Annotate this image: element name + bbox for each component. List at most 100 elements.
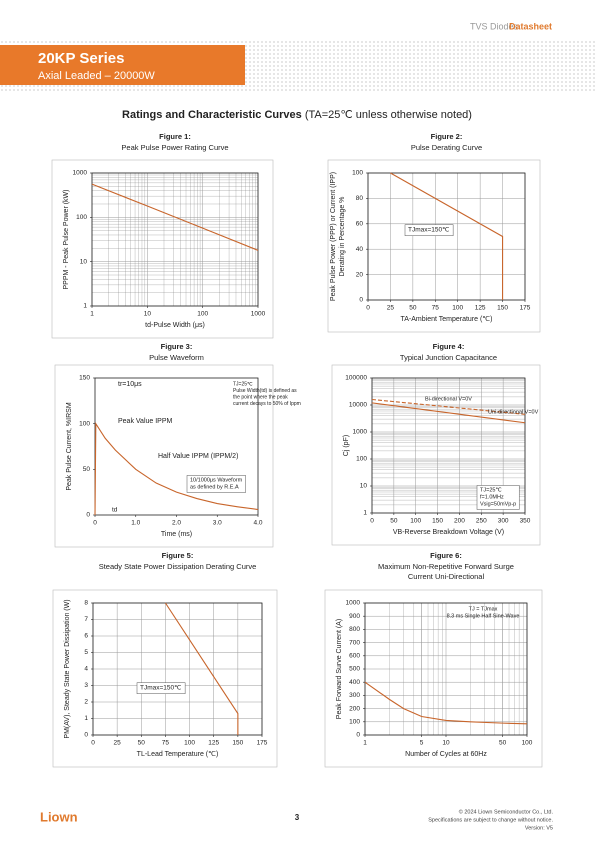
copyright: © 2024 Liown Semiconductor Co., Ltd. <box>459 808 554 815</box>
y-tick-label: 80 <box>356 195 364 202</box>
x-tick-label: 0 <box>93 520 97 527</box>
data-line <box>91 183 259 251</box>
x-tick-label: 0 <box>370 518 374 525</box>
chart-frame <box>331 364 541 546</box>
y-tick-label: 900 <box>349 613 360 620</box>
data-line <box>371 398 526 415</box>
section-title: Ratings and Characteristic Curves <box>122 109 302 121</box>
series-label: Bi-directional V=0V <box>425 396 472 402</box>
chart-frame <box>52 589 278 768</box>
chart-frame <box>324 589 543 768</box>
x-axis-label: td-Pulse Width (μs) <box>145 322 205 329</box>
figure-title: Figure 4: <box>433 342 465 351</box>
y-tick-label: 0 <box>84 732 88 739</box>
annotation-box <box>404 224 454 236</box>
y-tick-label: 100 <box>79 420 90 427</box>
y-tick-label: 0 <box>356 732 360 739</box>
y-tick-label: 600 <box>349 653 360 660</box>
plot-frame <box>364 602 528 736</box>
x-axis-label: Time (ms) <box>161 531 192 538</box>
y-tick-label: 3 <box>84 682 88 689</box>
plot-frame <box>371 377 526 514</box>
data-line <box>371 402 526 424</box>
x-tick-label: 25 <box>114 740 122 747</box>
x-tick-label: 50 <box>390 518 398 525</box>
x-tick-label: 175 <box>520 305 531 312</box>
y-tick-label: 40 <box>356 246 364 253</box>
y-tick-label: 10 <box>80 258 88 265</box>
figure-subtitle: Steady State Power Dissipation Derating … <box>99 562 257 571</box>
figure-subtitle: Current Uni-Directional <box>408 572 485 581</box>
plot-frame <box>92 602 263 736</box>
y-tick-label: 1000 <box>346 600 361 607</box>
annotation-text: Pulse Width(td) is defined as <box>233 388 297 394</box>
x-tick-label: 150 <box>432 518 443 525</box>
x-tick-label: 50 <box>409 305 417 312</box>
chart-frame <box>327 159 541 333</box>
x-tick-label: 150 <box>232 740 243 747</box>
y-tick-label: 5 <box>84 649 88 656</box>
x-tick-label: 125 <box>208 740 219 747</box>
chart-frame <box>54 364 274 548</box>
x-tick-label: 4.0 <box>253 520 262 527</box>
annotation-text: 8.3 ms Single Half Sine-Wave <box>447 613 520 619</box>
x-tick-label: 100 <box>410 518 421 525</box>
header-category: TVS Diodes <box>470 21 519 31</box>
y-tick-label: 50 <box>83 466 91 473</box>
figure-subtitle: Peak Pulse Power Rating Curve <box>121 143 228 152</box>
annotation-text: Vsig=50mVp-p <box>480 501 516 507</box>
x-tick-label: 250 <box>476 518 487 525</box>
y-axis-label: Peak Pulse Power (PPP) or Current (IPP) <box>330 172 337 301</box>
y-tick-label: 0 <box>86 512 90 519</box>
y-tick-label: 100 <box>356 456 367 463</box>
y-tick-label: 700 <box>349 639 360 646</box>
y-tick-label: 4 <box>84 666 88 673</box>
annotation-text: TJmax=150℃ <box>140 685 182 692</box>
y-axis-label: Cj (pF) <box>343 435 350 456</box>
y-axis-label: PM(AV), Steady State Power Dissipation (… <box>64 599 71 738</box>
y-tick-label: 100 <box>349 719 360 726</box>
annotation-box <box>476 485 520 510</box>
figure-subtitle: Pulse Derating Curve <box>411 143 482 152</box>
x-tick-label: 350 <box>520 518 531 525</box>
header-doc-type: Datasheet <box>509 21 552 31</box>
x-tick-label: 2.0 <box>172 520 181 527</box>
figure-title: Figure 3: <box>161 342 193 351</box>
y-tick-label: 20 <box>356 271 364 278</box>
plot-frame <box>367 172 526 301</box>
annotation-text: TJ=25℃ <box>233 381 253 387</box>
annotation: tr=10μs <box>118 381 142 388</box>
y-axis-label: Derating in Percentage % <box>339 197 346 277</box>
y-tick-label: 1000 <box>73 170 88 177</box>
x-tick-label: 75 <box>432 305 440 312</box>
data-line <box>94 421 259 516</box>
y-tick-label: 2 <box>84 699 88 706</box>
header-banner <box>0 45 245 85</box>
y-tick-label: 7 <box>84 616 88 623</box>
x-tick-label: 100 <box>452 305 463 312</box>
logo: Liown <box>40 809 78 824</box>
figure-title: Figure 2: <box>431 132 463 141</box>
x-tick-label: 0 <box>366 305 370 312</box>
data-line <box>390 172 504 300</box>
figure-subtitle: Typical Junction Capacitance <box>400 353 497 362</box>
y-tick-label: 150 <box>79 375 90 382</box>
x-tick-label: 175 <box>257 740 268 747</box>
annotation-text: TJmax=150℃ <box>408 227 450 234</box>
x-tick-label: 0 <box>91 740 95 747</box>
x-axis-label: Number of Cycles at 60Hz <box>405 751 487 758</box>
x-tick-label: 100 <box>184 740 195 747</box>
annotation-text: Half Value IPPM (IPPM/2) <box>158 453 238 460</box>
annotation-text: 10/1000μs Waveform <box>190 477 243 483</box>
x-tick-label: 125 <box>475 305 486 312</box>
annotation-box <box>136 682 186 694</box>
series-label: Uni-directional V=0V <box>488 409 539 415</box>
y-tick-label: 500 <box>349 666 360 673</box>
annotation: Half Value IPPM (IPPM/2) <box>158 453 238 460</box>
section-condition: (TA=25℃ unless otherwise noted) <box>305 109 472 121</box>
x-tick-label: 25 <box>387 305 395 312</box>
y-tick-label: 100000 <box>345 375 367 382</box>
x-tick-label: 5 <box>420 740 424 747</box>
